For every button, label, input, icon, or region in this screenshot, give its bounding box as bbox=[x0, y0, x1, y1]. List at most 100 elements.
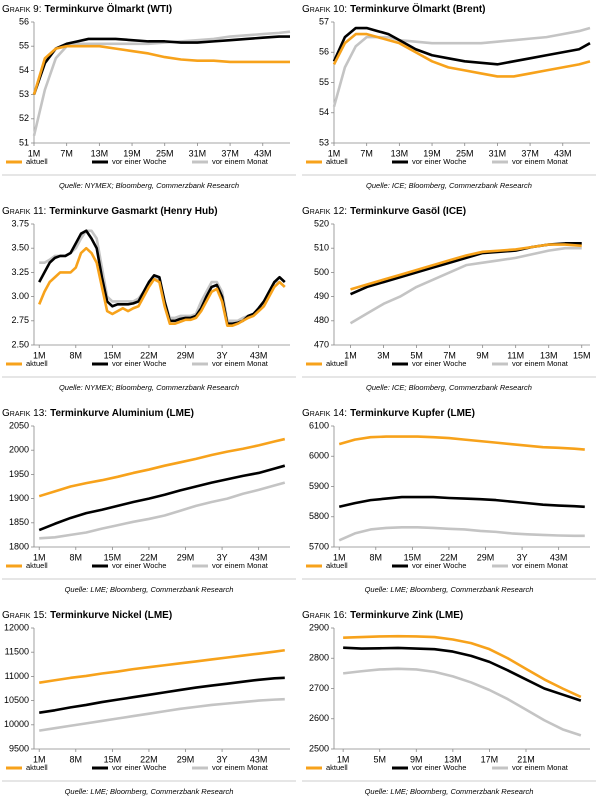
series-line bbox=[32, 44, 290, 95]
y-tick-label: 53 bbox=[319, 137, 329, 147]
chart-label: Grafik 14: bbox=[302, 408, 347, 419]
chart-title: Grafik 15: Terminkurve Nickel (LME) bbox=[2, 610, 172, 621]
y-tick-label: 55 bbox=[19, 41, 29, 51]
y-tick-label: 2050 bbox=[9, 420, 29, 430]
x-tick-label: 3Y bbox=[217, 350, 228, 360]
x-tick-label: 8M bbox=[70, 552, 83, 562]
x-tick-label: 22M bbox=[140, 552, 158, 562]
y-tick-label: 54 bbox=[319, 107, 329, 117]
x-tick-label: 29M bbox=[177, 754, 195, 764]
x-tick-label: 13M bbox=[91, 148, 109, 158]
series-line bbox=[38, 437, 286, 498]
x-tick-label: 15M bbox=[104, 350, 122, 360]
x-tick-label: 1M bbox=[344, 350, 357, 360]
x-tick-label: 19M bbox=[423, 148, 441, 158]
y-tick-label: 54 bbox=[19, 65, 29, 75]
chart-label: Grafik 11: bbox=[2, 206, 46, 217]
y-tick-label: 480 bbox=[314, 315, 329, 325]
x-tick-label: 7M bbox=[60, 148, 73, 158]
legend-label: vor einem Monat bbox=[512, 561, 569, 570]
y-tick-label: 3.50 bbox=[11, 243, 29, 253]
legend-label: vor einer Woche bbox=[412, 359, 466, 368]
y-tick-label: 3.25 bbox=[11, 267, 29, 277]
x-tick-label: 17M bbox=[481, 754, 499, 764]
legend-label: aktuell bbox=[26, 157, 48, 166]
legend-label: vor einer Woche bbox=[412, 561, 466, 570]
y-tick-label: 6000 bbox=[309, 451, 329, 461]
x-tick-label: 43M bbox=[250, 350, 268, 360]
y-tick-label: 2500 bbox=[309, 743, 329, 753]
chart-title: Grafik 12: Terminkurve Gasöl (ICE) bbox=[302, 206, 466, 217]
y-tick-label: 520 bbox=[314, 218, 329, 228]
chart-title-text: Terminkurve Nickel (LME) bbox=[50, 610, 172, 621]
x-tick-label: 43M bbox=[250, 552, 268, 562]
x-tick-label: 1M bbox=[28, 148, 41, 158]
series-line bbox=[38, 464, 286, 532]
series-line bbox=[39, 676, 285, 714]
x-tick-label: 8M bbox=[70, 754, 83, 764]
y-tick-label: 9500 bbox=[9, 743, 29, 753]
legend-label: vor einer Woche bbox=[412, 763, 466, 772]
legend-label: aktuell bbox=[326, 763, 348, 772]
legend-label: aktuell bbox=[26, 359, 48, 368]
x-tick-label: 5M bbox=[410, 350, 423, 360]
x-tick-label: 37M bbox=[221, 148, 239, 158]
x-tick-label: 29M bbox=[177, 552, 195, 562]
chart-title: Grafik 9: Terminkurve Ölmarkt (WTI) bbox=[2, 2, 172, 15]
series-line bbox=[39, 697, 285, 732]
y-tick-label: 10000 bbox=[4, 719, 29, 729]
x-tick-label: 8M bbox=[370, 552, 383, 562]
y-tick-label: 500 bbox=[314, 267, 329, 277]
chart-label: Grafik 15: bbox=[2, 610, 47, 621]
x-tick-label: 21M bbox=[517, 754, 535, 764]
chart-title: Grafik 11: Terminkurve Gasmarkt (Henry Hu… bbox=[2, 206, 218, 217]
chart-label: Grafik 12: bbox=[302, 206, 347, 217]
x-tick-label: 7M bbox=[443, 350, 456, 360]
y-tick-label: 2000 bbox=[9, 445, 29, 455]
x-tick-label: 1M bbox=[337, 754, 350, 764]
series-line bbox=[338, 495, 585, 509]
chart-title-text: Terminkurve Ölmarkt (WTI) bbox=[45, 2, 173, 15]
x-tick-label: 3Y bbox=[217, 754, 228, 764]
x-tick-label: 43M bbox=[554, 148, 572, 158]
x-tick-label: 1M bbox=[33, 350, 46, 360]
chart-title-text: Terminkurve Gasmarkt (Henry Hub) bbox=[49, 206, 217, 217]
y-tick-label: 51 bbox=[19, 137, 29, 147]
source: Quelle: ICE; Bloomberg, Commerzbank Rese… bbox=[366, 181, 532, 190]
series-line bbox=[332, 26, 591, 66]
x-tick-label: 8M bbox=[70, 350, 83, 360]
chart-title-text: Terminkurve Aluminium (LME) bbox=[50, 408, 194, 419]
y-tick-label: 1850 bbox=[9, 517, 29, 527]
x-tick-label: 1M bbox=[33, 552, 46, 562]
x-tick-label: 9M bbox=[410, 754, 423, 764]
x-tick-label: 1M bbox=[333, 552, 346, 562]
y-tick-label: 6100 bbox=[309, 420, 329, 430]
x-tick-label: 3M bbox=[377, 350, 390, 360]
y-tick-label: 5800 bbox=[309, 511, 329, 521]
x-tick-label: 43M bbox=[250, 754, 268, 764]
x-tick-label: 31M bbox=[189, 148, 207, 158]
legend-label: aktuell bbox=[326, 359, 348, 368]
source: Quelle: LME; Bloomberg, Commerzbank Rese… bbox=[365, 787, 534, 796]
chart-title-text: Terminkurve Zink (LME) bbox=[350, 610, 463, 621]
chart-title: Grafik 13: Terminkurve Aluminium (LME) bbox=[2, 408, 194, 419]
source: Quelle: ICE; Bloomberg, Commerzbank Rese… bbox=[366, 383, 532, 392]
x-tick-label: 11M bbox=[507, 350, 524, 360]
x-tick-label: 25M bbox=[156, 148, 174, 158]
y-tick-label: 53 bbox=[19, 89, 29, 99]
legend-label: vor einem Monat bbox=[212, 561, 269, 570]
x-tick-label: 31M bbox=[489, 148, 507, 158]
series-line bbox=[343, 634, 582, 699]
x-tick-label: 29M bbox=[477, 552, 495, 562]
y-tick-label: 11500 bbox=[5, 647, 29, 657]
source: Quelle: LME; Bloomberg, Commerzbank Rese… bbox=[65, 787, 234, 796]
source: Quelle: LME; Bloomberg, Commerzbank Rese… bbox=[365, 585, 534, 594]
y-tick-label: 3.00 bbox=[11, 291, 29, 301]
legend-label: vor einer Woche bbox=[112, 763, 166, 772]
legend-label: vor einer Woche bbox=[112, 359, 166, 368]
y-tick-label: 2800 bbox=[309, 653, 329, 663]
series-line bbox=[343, 646, 582, 702]
y-tick-label: 1900 bbox=[9, 493, 29, 503]
x-tick-label: 37M bbox=[521, 148, 539, 158]
